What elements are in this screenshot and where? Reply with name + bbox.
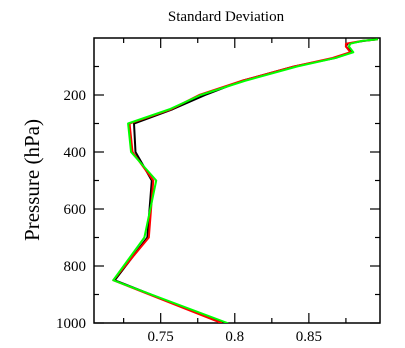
chart-title: Standard Deviation xyxy=(168,9,285,25)
y-tick-label: 600 xyxy=(64,202,87,218)
series-line-green xyxy=(112,38,379,323)
y-tick-label: 1000 xyxy=(56,316,86,332)
x-tick-label: 0.8 xyxy=(225,329,244,345)
series-line-red xyxy=(112,38,379,323)
plot-area: 0.75 0.8 0.85 200 400 600 800 1000 xyxy=(56,37,381,345)
x-tick-label: 0.85 xyxy=(296,329,322,345)
y-axis-label: Pressure (hPa) xyxy=(20,119,44,241)
plot-frame xyxy=(93,37,381,324)
x-tick-label: 0.75 xyxy=(148,329,174,345)
y-tick-label: 400 xyxy=(64,145,87,161)
y-tick-label: 800 xyxy=(64,259,87,275)
y-tick-label: 200 xyxy=(64,88,87,104)
